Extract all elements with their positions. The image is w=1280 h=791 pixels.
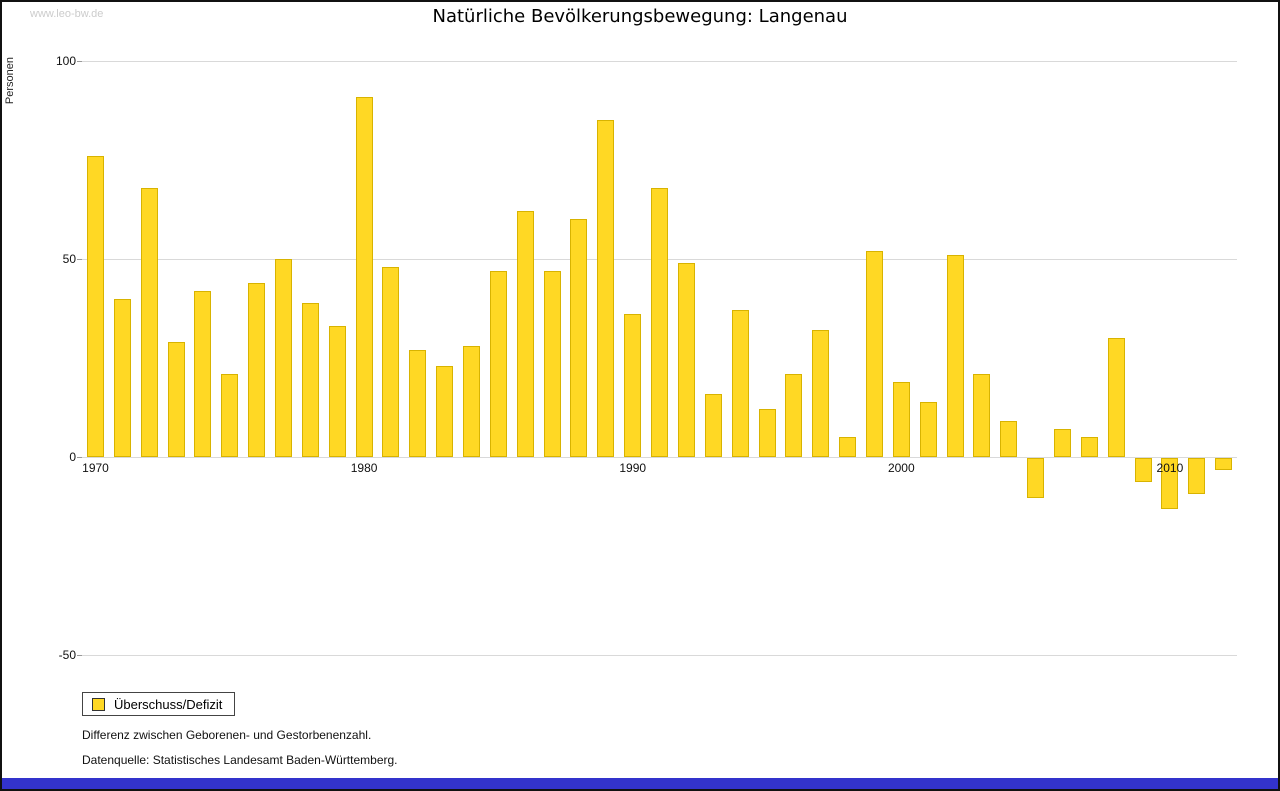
y-tick-label-50: 50: [62, 252, 76, 266]
bar-1978: [301, 302, 319, 457]
bar-2006: [1053, 429, 1071, 457]
bar-1988: [570, 219, 588, 457]
bar-2009: [1134, 458, 1152, 482]
bar-1985: [489, 270, 507, 457]
bar-1970: [87, 156, 104, 457]
bar-2008: [1107, 338, 1125, 457]
bar-1989: [597, 120, 615, 457]
gridline--50: [82, 655, 1237, 656]
bar-2011: [1188, 458, 1206, 494]
bar-1976: [248, 282, 266, 457]
bar-1994: [731, 310, 749, 457]
gridline-0: [82, 457, 1237, 458]
y-tickmark-0: [77, 457, 82, 458]
legend-label: Überschuss/Defizit: [114, 696, 223, 712]
x-tick-label-1980: 1980: [350, 461, 378, 475]
watermark: www.leo-bw.de: [30, 8, 104, 20]
bar-1977: [275, 259, 293, 457]
y-tickmark-50: [77, 259, 82, 260]
bar-2000: [892, 381, 910, 457]
bar-1993: [704, 393, 722, 457]
bar-1998: [839, 437, 857, 457]
y-tickmark--50: [77, 655, 82, 656]
bar-1973: [167, 342, 185, 457]
bar-2012: [1215, 458, 1233, 470]
bar-2007: [1080, 437, 1098, 457]
x-tick-label-2010: 2010: [1156, 461, 1184, 475]
chart-title: Natürliche Bevölkerungsbewegung: Langena…: [432, 6, 848, 27]
bar-2003: [973, 373, 991, 457]
bar-1971: [113, 298, 131, 457]
bar-1992: [677, 262, 695, 457]
bar-1982: [409, 350, 427, 457]
bar-1972: [140, 187, 158, 457]
x-tick-label-1990: 1990: [619, 461, 647, 475]
bar-1999: [865, 251, 883, 457]
bar-1974: [194, 290, 212, 457]
x-tick-label-2000: 2000: [887, 461, 915, 475]
footnote-description: Differenz zwischen Geborenen- und Gestor…: [82, 728, 372, 742]
bar-2001: [919, 401, 937, 457]
bar-1987: [543, 270, 561, 457]
legend-swatch: [92, 697, 105, 711]
y-axis-label: Personen: [4, 57, 16, 105]
bar-2010: [1161, 458, 1179, 510]
bar-1981: [382, 266, 400, 457]
bar-1990: [624, 314, 642, 457]
bar-2005: [1027, 458, 1045, 498]
x-tick-label-1970: 1970: [82, 461, 109, 475]
footer-strip: [2, 778, 1278, 789]
bar-1997: [812, 330, 830, 457]
legend: Überschuss/Defizit: [82, 692, 236, 716]
bar-1984: [463, 346, 481, 457]
gridline-100: [82, 61, 1237, 62]
bar-2004: [1000, 421, 1018, 457]
bar-1979: [328, 326, 346, 457]
y-tick-label-0: 0: [69, 450, 76, 464]
y-tick-label-100: 100: [55, 54, 76, 68]
bar-1983: [436, 365, 454, 457]
bar-1986: [516, 211, 534, 457]
bar-1980: [355, 96, 373, 457]
y-tickmark-100: [77, 61, 82, 62]
bar-1975: [221, 373, 239, 457]
bar-1991: [651, 187, 669, 457]
bar-1995: [758, 409, 776, 457]
y-tick-label--50: -50: [58, 648, 76, 662]
bar-2002: [946, 255, 964, 457]
footnote-source: Datenquelle: Statistisches Landesamt Bad…: [82, 753, 398, 767]
bar-1996: [785, 373, 803, 457]
